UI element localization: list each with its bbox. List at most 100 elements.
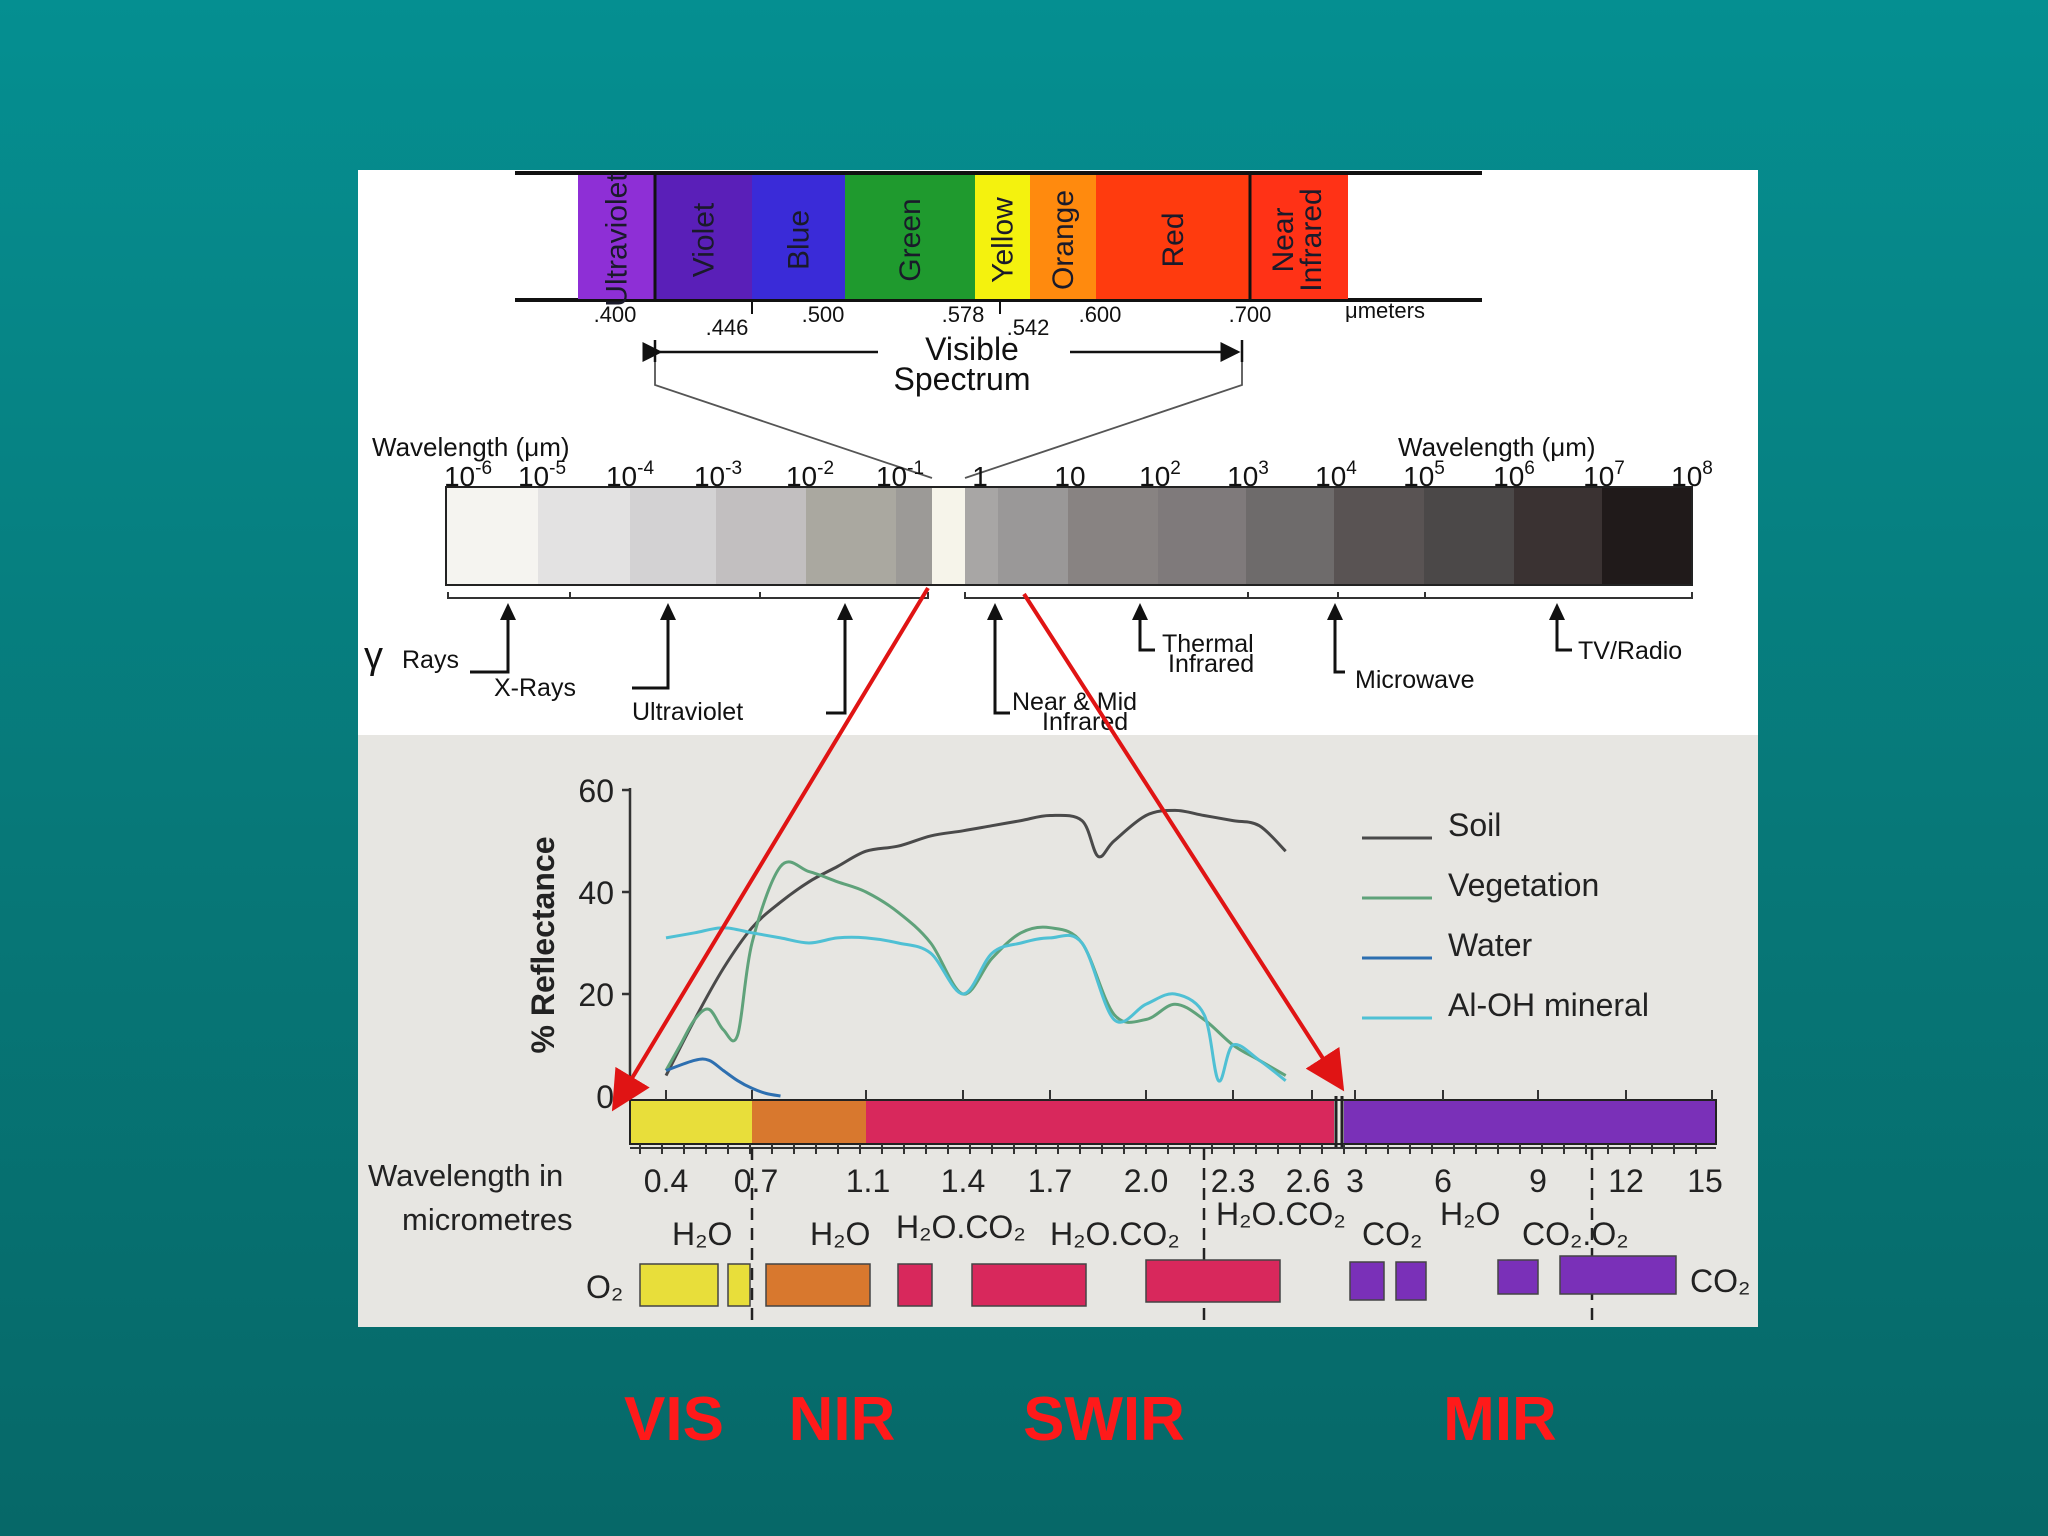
em-block-12 (1334, 487, 1424, 585)
nir-label-1: Near & Mid (1012, 688, 1137, 716)
absorption-blocks (639, 1255, 1677, 1307)
absorber-co2: CO₂ (1362, 1216, 1422, 1252)
vis-band-6 (1096, 175, 1250, 299)
em-block-0 (446, 487, 538, 585)
xtick-0.4: 0.4 (644, 1163, 688, 1199)
em-block-9 (1068, 487, 1158, 585)
microwave-label: Microwave (1355, 666, 1474, 694)
tick-500: .500 (802, 302, 845, 327)
legend-water: Water (1448, 927, 1533, 963)
em-block-7 (965, 487, 998, 585)
vis-band-label-0: Ultraviolet (601, 173, 634, 307)
vis-band-3 (845, 175, 975, 299)
vis-band-1 (655, 175, 752, 299)
xtick-2.6: 2.6 (1286, 1163, 1330, 1199)
em-block-14 (1514, 487, 1602, 585)
mir-bar (1344, 1100, 1716, 1144)
zoom-arrow-right (1022, 592, 1345, 1092)
xtick-3: 3 (1346, 1163, 1364, 1199)
em-block-6 (932, 487, 965, 585)
swir-label: SWIR (1023, 1385, 1185, 1454)
vis-band-label-3: Green (894, 198, 927, 281)
legend: Soil Vegetation Water Al-OH mineral (1362, 807, 1649, 1023)
xtick-1.1: 1.1 (846, 1163, 890, 1199)
gamma-symbol: γ (364, 635, 383, 677)
vis-band-label-5: Orange (1047, 190, 1080, 290)
vis-band-label-4: Yellow (987, 197, 1020, 283)
ytick-20: 20 (578, 977, 614, 1013)
em-tick-6: 1 (972, 461, 988, 492)
x-axis-label-1: Wavelength in (368, 1158, 563, 1193)
em-block-4 (806, 487, 896, 585)
tick-400: .400 (594, 302, 637, 327)
em-block-11 (1246, 487, 1334, 585)
vis-band-label-1: Violet (688, 202, 721, 277)
em-block-10 (1158, 487, 1246, 585)
xtick-2.0: 2.0 (1124, 1163, 1168, 1199)
em-left-label: Wavelength (μm) (372, 432, 570, 462)
em-block-2 (630, 487, 716, 585)
thermal-label-1: Thermal (1162, 630, 1254, 658)
nir-label-2: Infrared (1042, 708, 1128, 736)
curve-vegetation (664, 860, 1287, 1077)
absorber-co2-o2: CO₂.O₂ (1522, 1216, 1629, 1252)
tick-446: .446 (706, 315, 749, 340)
absorber-h2o-co2-3: H₂O.CO₂ (1216, 1196, 1346, 1232)
xrays-label: X-Rays (494, 674, 576, 702)
absorber-h2o-3: H₂O (1440, 1196, 1500, 1232)
ytick-40: 40 (578, 875, 614, 911)
vis-bar (630, 1100, 752, 1144)
x-axis-label-2: micrometres (402, 1202, 573, 1237)
xtick-15: 15 (1687, 1163, 1723, 1199)
ytick-0: 0 (596, 1079, 614, 1115)
uv-label: Ultraviolet (632, 698, 743, 726)
vis-band-2 (752, 175, 845, 299)
nir-label: NIR (789, 1385, 896, 1454)
vis-band-label-2: Blue (783, 210, 816, 270)
band-labels: VIS NIR SWIR MIR (624, 1385, 1557, 1454)
em-spectrum: Wavelength (μm) Wavelength (μm) 10-6 10-5… (364, 432, 1713, 736)
curve-al-oh-mineral (665, 926, 1287, 1083)
em-block-13 (1424, 487, 1514, 585)
em-block-5 (896, 487, 932, 585)
xtick-2.3: 2.3 (1211, 1163, 1255, 1199)
lower-panel (358, 735, 1758, 1327)
em-block-8 (998, 487, 1068, 585)
reflectance-chart: 0 20 40 60 % Reflectance Soil Vegetation… (368, 773, 1750, 1326)
swir-bar (866, 1100, 1334, 1144)
vis-band-5 (1030, 175, 1096, 299)
legend-vegetation: Vegetation (1448, 867, 1599, 903)
xtick-1.4: 1.4 (941, 1163, 985, 1199)
em-right-label: Wavelength (μm) (1398, 432, 1596, 462)
ytick-60: 60 (578, 773, 614, 809)
tick-578: .578 (942, 302, 985, 327)
tick-542: .542 (1007, 315, 1050, 340)
gamma-label: Rays (402, 646, 459, 674)
vis-band-0 (578, 175, 655, 299)
y-axis-label: % Reflectance (525, 837, 561, 1054)
xtick-6: 6 (1434, 1163, 1452, 1199)
mir-label: MIR (1443, 1385, 1557, 1454)
unit-label: μmeters (1345, 298, 1425, 323)
o2-label: O₂ (586, 1269, 623, 1305)
xtick-12: 12 (1608, 1163, 1644, 1199)
xtick-9: 9 (1529, 1163, 1547, 1199)
xtick-0.7: 0.7 (734, 1163, 778, 1199)
legend-soil: Soil (1448, 807, 1501, 843)
co2-label: CO₂ (1690, 1263, 1750, 1299)
xtick-1.7: 1.7 (1028, 1163, 1072, 1199)
tick-600: .600 (1079, 302, 1122, 327)
vis-band-label-6: Red (1157, 212, 1190, 267)
em-block-3 (716, 487, 806, 585)
vis-band-label-7: NearInfrared (1267, 188, 1328, 291)
vis-label: VIS (624, 1385, 724, 1454)
vis-band-4 (975, 175, 1030, 299)
visible-spectrum: Ultraviolet Violet Blue Green Yellow Orange Re… (515, 171, 1482, 479)
visible-title-1: Visible (925, 331, 1019, 367)
curve-water (665, 1057, 781, 1098)
em-block-15 (1602, 487, 1692, 585)
visible-title-2: Spectrum (894, 361, 1031, 397)
curve-soil (664, 808, 1287, 1077)
absorber-h2o-2: H₂O (810, 1216, 870, 1252)
